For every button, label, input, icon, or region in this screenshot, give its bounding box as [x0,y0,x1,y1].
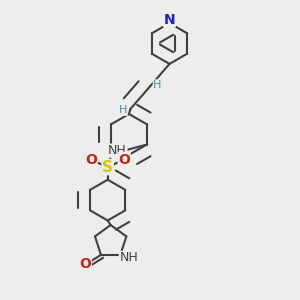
Text: S: S [102,160,113,175]
Text: O: O [85,153,97,166]
Text: H: H [119,105,127,116]
Text: O: O [118,153,130,166]
Text: O: O [80,257,91,271]
Text: NH: NH [119,251,138,264]
Text: NH: NH [108,144,127,157]
Text: N: N [164,13,175,26]
Text: H: H [153,80,162,90]
